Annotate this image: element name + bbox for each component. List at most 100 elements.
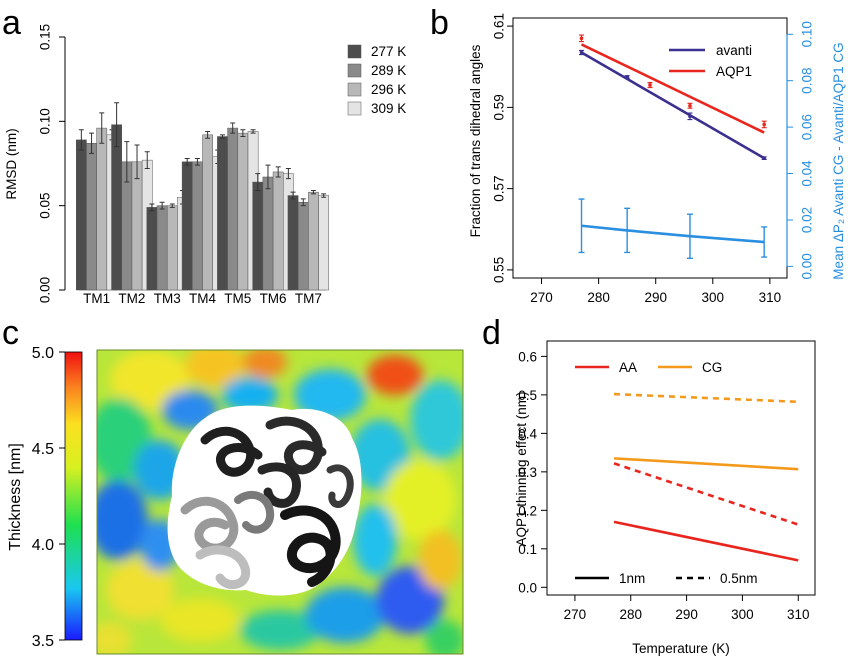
errorbar: [265, 164, 271, 190]
point-AQP1: [762, 122, 766, 127]
panel-b-ytick-label: 0.59: [492, 94, 507, 120]
panel-d-xtick-label: 290: [675, 607, 698, 622]
bar-TM7-289K: [297, 202, 309, 291]
panel-d-xtick-label: 300: [731, 607, 754, 622]
panel-b-y2tick-label: 0.08: [800, 68, 815, 94]
colorbar-tick-label: 3.5: [32, 633, 54, 650]
errorbar: [310, 189, 316, 195]
line-CG-1nm: [613, 457, 799, 471]
legend-swatch-277K: [347, 44, 362, 59]
panel-d-ytick-label: 0.3: [518, 465, 537, 480]
heatmap-patch: [160, 598, 240, 642]
panel-a-ytick-label: 0.10: [38, 108, 53, 134]
panel-b-xtick-label: 270: [530, 290, 553, 305]
colorbar-tick-label: 5.0: [32, 345, 54, 362]
heatmap-patch: [97, 622, 132, 654]
errorbar: [144, 151, 150, 170]
heatmap-patch: [110, 350, 190, 410]
bar-TM3-289K: [156, 205, 168, 291]
errorbar-delta-p2: [761, 226, 768, 258]
panel-b-ytick-label: 0.57: [492, 175, 507, 201]
panel-c-thickness-map: Thickness [nm] 3.5 4.0 4.5 5.0: [7, 345, 464, 655]
errorbar: [194, 157, 200, 166]
bar-TM5-289K: [227, 127, 239, 291]
errorbar: [99, 112, 105, 144]
panel-a-xtick-label: TM4: [189, 291, 216, 306]
bar-TM6-289K: [262, 176, 274, 291]
panel-b-y2tick-label: 0.00: [800, 253, 815, 279]
bar-TM4-277K: [181, 161, 193, 291]
panel-b-ylabel: Fraction of trans dihedral angles: [468, 44, 483, 237]
bar-TM4-289K: [192, 161, 203, 291]
bar-TM5-277K: [217, 136, 228, 291]
errorbar: [89, 132, 95, 154]
panel-d-frame: [546, 340, 816, 596]
bar-TM3-296K: [166, 205, 178, 291]
panel-d-ytick-label: 0.5: [518, 388, 537, 403]
line-CG-0.5nm: [613, 392, 799, 404]
legend-label-solid: 1nm: [619, 571, 645, 586]
panel-b-line-chart: Fraction of trans dihedral angles Mean Δ…: [468, 13, 846, 305]
panel-a-ytick-label: 0.00: [38, 277, 53, 303]
panel-b-xtick-label: 300: [702, 290, 725, 305]
panel-a-xtick-label: TM7: [295, 291, 322, 306]
panel-a-xtick-label: TM2: [118, 291, 145, 306]
panel-c-letter: c: [2, 314, 19, 352]
panel-b-y2tick-label: 0.10: [800, 21, 815, 47]
bar-TM6-277K: [252, 181, 264, 291]
panel-c-colorbar-label: Thickness [nm]: [7, 443, 24, 551]
legend-label: 309 K: [371, 101, 406, 116]
panel-d-xtick-label: 310: [787, 607, 810, 622]
panel-a-xtick-label: TM1: [83, 291, 110, 306]
panel-d-ytick-label: 0.0: [518, 580, 537, 595]
colorbar-tick-label: 4.5: [32, 441, 54, 458]
panel-b-ytick-label: 0.61: [492, 13, 507, 39]
bar-TM2-277K: [111, 124, 122, 291]
heatmap-patch: [240, 610, 320, 650]
heatmap-patch: [353, 504, 397, 576]
bar-TM6-296K: [272, 171, 284, 291]
point-avanti: [625, 75, 629, 79]
legend-label: avanti: [716, 43, 752, 58]
heatmap-patch: [425, 620, 463, 654]
errorbar: [275, 166, 281, 178]
delta-p2-line: [581, 224, 765, 244]
legend-label: 296 K: [371, 82, 406, 97]
panel-d-xtick-label: 270: [564, 607, 587, 622]
legend-label: 289 K: [371, 63, 406, 78]
panel-b-xtick-label: 310: [759, 290, 782, 305]
heatmap-patch: [294, 369, 366, 421]
point-AQP1: [579, 36, 584, 41]
errorbar: [240, 129, 246, 138]
panel-a-bar-chart: RMSD (nm) 0.00 0.05 0.10 0.15 TM1 TM2 TM3 TM4 TM…: [4, 24, 406, 306]
thickness-heatmap: [97, 350, 463, 654]
errorbar: [285, 168, 291, 180]
errorbar: [184, 157, 190, 166]
errorbar-delta-p2: [686, 213, 693, 259]
point-AQP1: [688, 103, 692, 108]
errorbar-delta-p2: [624, 207, 631, 254]
bar-TM1-296K: [96, 127, 108, 291]
panel-b-y2tick-label: 0.02: [800, 207, 815, 233]
panel-d-ytick-label: 0.6: [518, 349, 537, 364]
errorbar: [290, 191, 296, 200]
bar-TM7-296K: [308, 191, 319, 291]
bar-TM7-277K: [287, 195, 299, 291]
bar-TM5-296K: [237, 132, 249, 291]
panel-b-letter: b: [430, 4, 449, 42]
errorbar: [114, 102, 120, 148]
errorbar: [134, 144, 140, 180]
heatmap-patch: [97, 480, 148, 560]
legend-label-aa: AA: [619, 360, 637, 375]
panel-d-line-chart: Temperature (K) AQP1 thinning effect (nm…: [514, 340, 816, 656]
panel-b-y2label: Mean ΔP₂ Avanti CG - Avanti/AQP1 CG: [831, 42, 846, 279]
bar-TM3-277K: [146, 207, 158, 291]
bar-TM7-309K: [318, 195, 330, 291]
panel-d-ytick-label: 0.4: [518, 426, 537, 441]
panel-a-letter: a: [2, 4, 21, 42]
panel-a-ylabel: RMSD (nm): [4, 128, 19, 199]
heatmap-patch: [418, 530, 462, 590]
errorbar: [300, 198, 306, 207]
errorbar: [149, 203, 155, 212]
panel-b-ytick-label: 0.55: [492, 257, 507, 283]
